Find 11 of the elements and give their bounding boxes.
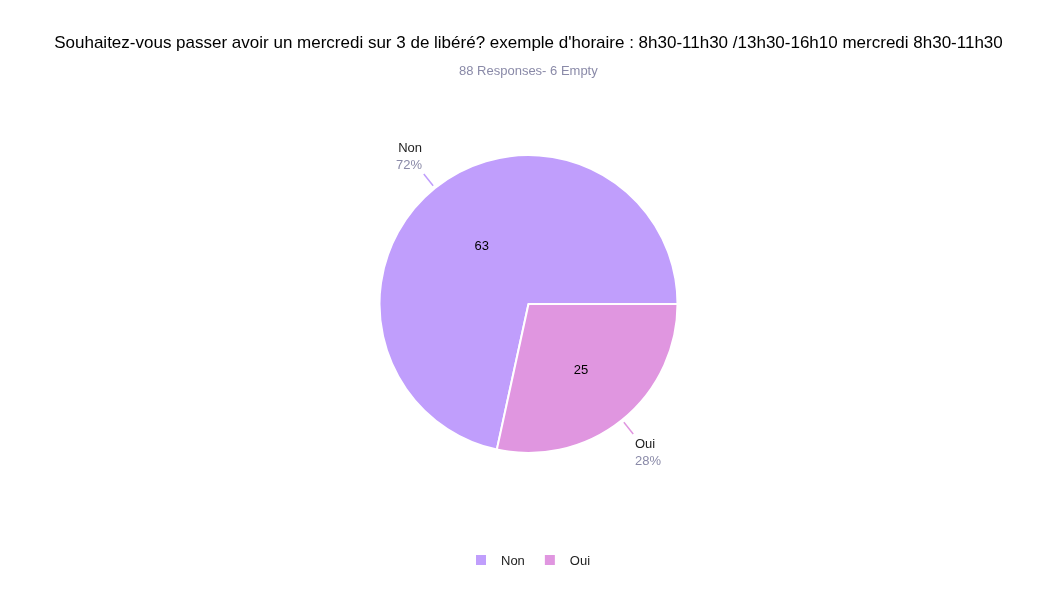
legend-label: Non xyxy=(501,553,525,569)
text: 72% xyxy=(396,156,423,172)
chart-title: Souhaitez-vous passer avoir un mercredi sur 3 de libéré? exemple d'horaire : 8h30-11h30 /13h30-16h10 mercredi 8h30-11h30 xyxy=(54,32,1003,52)
slice-label: Non xyxy=(398,140,423,155)
data-label: 25 xyxy=(573,361,589,377)
chart-subtitle: 88 Responses- 6 Empty xyxy=(459,63,599,78)
text: 28% xyxy=(635,452,662,468)
legend-label: Oui xyxy=(569,553,591,569)
pie-slice xyxy=(378,154,679,451)
data-label: 63 xyxy=(474,238,489,254)
slice-label: Oui xyxy=(635,436,656,451)
